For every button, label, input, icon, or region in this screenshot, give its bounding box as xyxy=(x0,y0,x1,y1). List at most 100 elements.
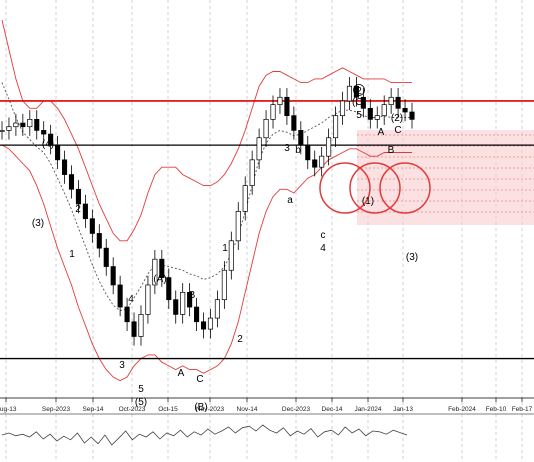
wave-label-9: A xyxy=(178,368,185,379)
x-tick-label-4: Oct-15 xyxy=(158,406,178,413)
x-tick-label-12: Feb-10 xyxy=(486,406,507,413)
candle-body-28 xyxy=(194,306,200,323)
candle-body-9 xyxy=(61,159,68,175)
candle-body-42 xyxy=(291,115,297,131)
wave-label-4: 4 xyxy=(128,294,134,305)
candle-body-38 xyxy=(263,119,269,139)
wave-label-14: 2 xyxy=(237,334,243,345)
x-tick-label-8: Dec-14 xyxy=(322,406,343,413)
candle-body-12 xyxy=(82,203,88,220)
wave-label-23: A xyxy=(378,127,385,138)
candle-body-59 xyxy=(409,111,415,120)
wave-label-20: 5 xyxy=(356,110,362,121)
wave-2-circle xyxy=(353,84,365,96)
wave-label-24: B xyxy=(388,145,395,156)
highlight-circles xyxy=(319,162,431,214)
candle-body-26 xyxy=(180,291,186,315)
candle-body-35 xyxy=(242,185,248,212)
wave-label-18: c xyxy=(321,230,326,241)
candle-body-40 xyxy=(277,96,283,105)
candle-body-17 xyxy=(117,284,123,308)
candle-body-43 xyxy=(298,130,304,146)
candle-body-4 xyxy=(27,119,33,128)
candle-body-32 xyxy=(221,269,227,301)
candle-body-31 xyxy=(214,299,220,319)
candle-body-20 xyxy=(138,314,144,337)
wave-label-7: (5) xyxy=(135,397,147,408)
candle-body-8 xyxy=(55,144,61,161)
candle-body-39 xyxy=(270,104,276,120)
highlight-circle-1 xyxy=(349,162,401,214)
target-zone xyxy=(357,130,534,225)
candle-body-41 xyxy=(284,96,290,117)
candle-body-11 xyxy=(75,188,81,205)
x-tick-label-7: Dec-2023 xyxy=(282,406,311,413)
candle-body-1 xyxy=(6,126,12,131)
candle-body-49 xyxy=(339,100,346,117)
candle-body-27 xyxy=(187,291,193,308)
wave-label-5: 3 xyxy=(119,360,125,371)
candle-body-46 xyxy=(319,155,325,168)
candle-body-15 xyxy=(103,247,109,267)
x-tick-label-9: Jan-2024 xyxy=(354,406,381,413)
candle-body-5 xyxy=(34,119,40,131)
wave-label-8: (A) xyxy=(153,274,166,285)
candle-body-58 xyxy=(402,107,408,113)
candle-body-30 xyxy=(207,317,214,330)
wave-label-21: (C) xyxy=(352,97,366,108)
oscillator-line xyxy=(1,424,408,446)
candles xyxy=(0,77,415,346)
vertical-gridlines xyxy=(5,0,523,462)
lower-band-line xyxy=(1,144,412,382)
candle-body-13 xyxy=(89,218,95,234)
candle-body-18 xyxy=(124,306,130,323)
candle-body-23 xyxy=(159,258,165,278)
candle-body-50 xyxy=(346,85,353,102)
wave-label-27: (3) xyxy=(406,252,418,263)
candle-body-51 xyxy=(353,85,359,98)
wave-label-1: (3) xyxy=(32,218,44,229)
candle-body-48 xyxy=(333,115,339,139)
wave-label-13: 1 xyxy=(222,243,228,254)
x-tick-label-11: Feb-2024 xyxy=(448,406,476,413)
candle-body-7 xyxy=(48,133,54,146)
candle-body-6 xyxy=(41,130,47,135)
wave-label-2: 2 xyxy=(75,204,81,215)
wave-label-19: 4 xyxy=(320,243,326,254)
candle-body-57 xyxy=(395,96,401,109)
candle-body-44 xyxy=(305,144,311,161)
candle-body-14 xyxy=(96,233,102,249)
candle-body-19 xyxy=(131,321,137,337)
wave-label-6: 5 xyxy=(138,384,144,395)
x-tick-label-10: Jan-13 xyxy=(393,406,413,413)
highlight-circle-0 xyxy=(319,162,371,214)
wave-label-25: C xyxy=(394,125,401,136)
candle-body-24 xyxy=(166,277,172,301)
wave-label-17: a xyxy=(287,195,293,206)
candle-body-16 xyxy=(110,266,116,286)
wave-label-15: 3 xyxy=(284,143,290,154)
candle-body-25 xyxy=(173,299,179,315)
wave-label-0: (4) xyxy=(42,139,54,150)
candle-body-10 xyxy=(68,174,75,190)
candle-body-47 xyxy=(326,137,332,157)
wave-label-circled-2: 2 xyxy=(356,86,362,97)
candle-body-3 xyxy=(20,122,26,128)
x-tick-label-5: Nov-2023 xyxy=(196,406,225,413)
candle-body-54 xyxy=(374,115,380,120)
candle-body-34 xyxy=(235,211,241,242)
x-tick-label-3: Oct-2023 xyxy=(119,406,146,413)
wave-label-12: (B) xyxy=(194,402,207,413)
candle-body-33 xyxy=(228,240,234,271)
wave-label-22: (2) xyxy=(391,113,403,124)
wave-label-10: C xyxy=(196,374,203,385)
candle-body-36 xyxy=(249,159,255,186)
candle-body-37 xyxy=(256,137,262,161)
candle-body-53 xyxy=(367,107,373,120)
candle-body-52 xyxy=(360,96,366,109)
candle-body-2 xyxy=(13,122,19,128)
candle-body-45 xyxy=(312,159,318,168)
x-tick-label-6: Nov-14 xyxy=(237,406,258,413)
